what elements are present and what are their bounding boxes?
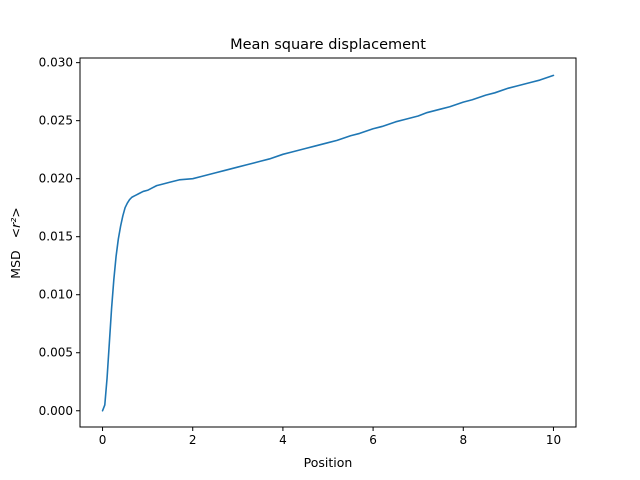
plot-frame [79,57,577,428]
y-tick-label: 0.030 [39,56,73,70]
y-tick-label: 0.015 [39,230,73,244]
y-axis-label-math: <r²> [8,207,23,238]
x-tick-label: 6 [369,433,377,447]
y-axis-label: MSD <r²> [8,207,23,278]
y-tick-label: 0.005 [39,346,73,360]
y-tick-label: 0.010 [39,288,73,302]
x-tick-label: 10 [546,433,561,447]
x-tick-label: 0 [99,433,107,447]
y-tick-label: 0.000 [39,404,73,418]
series-line-0 [101,74,555,412]
x-tick-label: 2 [189,433,197,447]
x-tick-label: 8 [459,433,467,447]
x-axis: 0 2 4 6 8 10 [99,427,561,447]
chart-title: Mean square displacement [230,37,426,53]
y-axis: 0.000 0.005 0.010 0.015 0.020 0.025 0.030 [39,56,80,418]
plot-area [79,57,577,428]
y-tick-label: 0.025 [39,114,73,128]
y-axis-label-prefix: MSD [8,250,23,278]
x-tick-label: 4 [279,433,287,447]
y-tick-label: 0.020 [39,172,73,186]
x-axis-label: Position [304,455,353,470]
svg-text:MSD <r²>: MSD <r²> [8,207,23,278]
